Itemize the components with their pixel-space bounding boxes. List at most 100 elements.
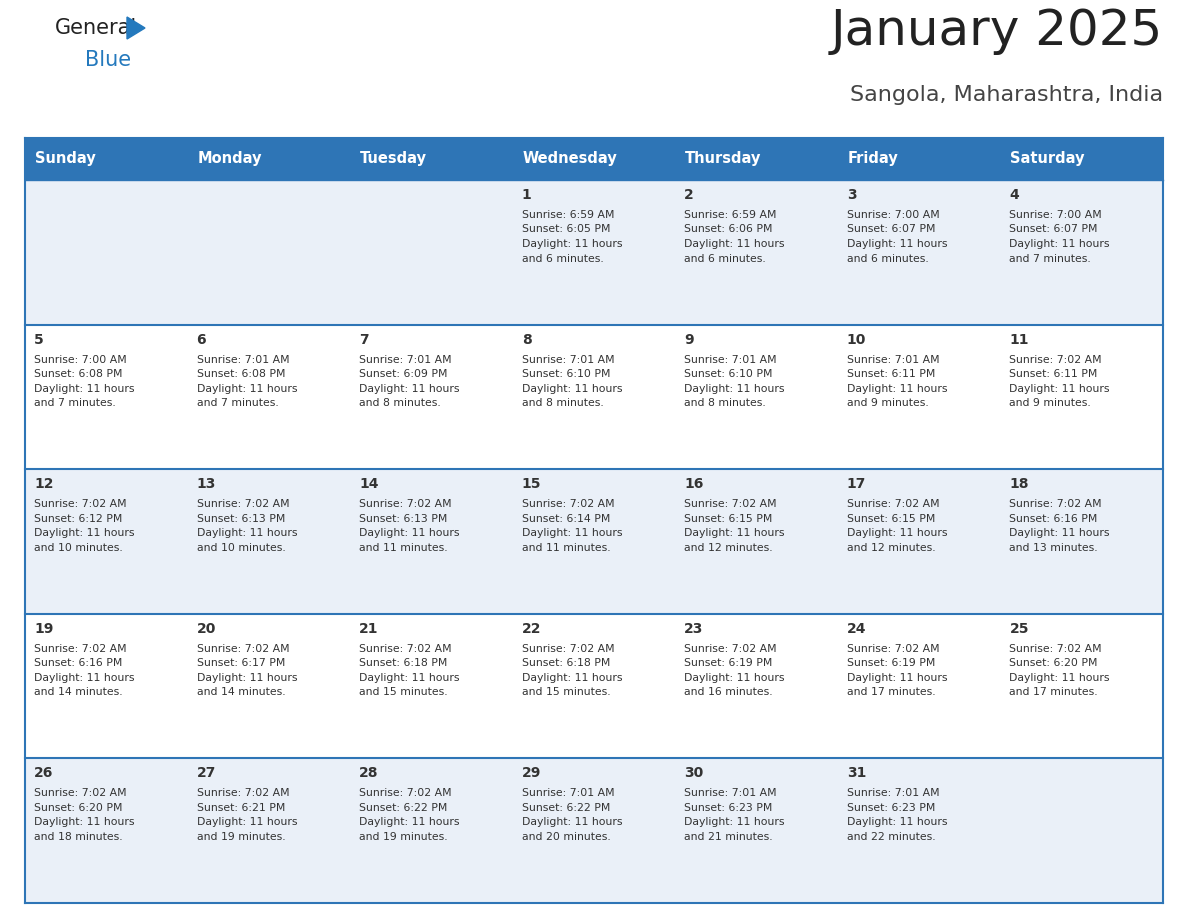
Text: Daylight: 11 hours: Daylight: 11 hours (359, 384, 460, 394)
Text: Sunrise: 7:01 AM: Sunrise: 7:01 AM (684, 354, 777, 364)
Text: and 8 minutes.: and 8 minutes. (359, 398, 441, 409)
Text: Sunrise: 7:01 AM: Sunrise: 7:01 AM (196, 354, 289, 364)
Text: Sunset: 6:07 PM: Sunset: 6:07 PM (1010, 225, 1098, 234)
Polygon shape (127, 17, 145, 39)
Text: Sunset: 6:08 PM: Sunset: 6:08 PM (196, 369, 285, 379)
Text: and 10 minutes.: and 10 minutes. (34, 543, 122, 553)
Text: Sunrise: 6:59 AM: Sunrise: 6:59 AM (522, 210, 614, 220)
Text: Sunrise: 7:02 AM: Sunrise: 7:02 AM (359, 499, 451, 509)
Text: Daylight: 11 hours: Daylight: 11 hours (684, 673, 785, 683)
Text: Daylight: 11 hours: Daylight: 11 hours (522, 384, 623, 394)
Text: Daylight: 11 hours: Daylight: 11 hours (34, 673, 134, 683)
Text: Sunrise: 7:00 AM: Sunrise: 7:00 AM (34, 354, 127, 364)
Text: Sunset: 6:18 PM: Sunset: 6:18 PM (522, 658, 611, 668)
Text: 19: 19 (34, 621, 53, 636)
Text: and 20 minutes.: and 20 minutes. (522, 832, 611, 842)
Text: Sunrise: 7:01 AM: Sunrise: 7:01 AM (684, 789, 777, 799)
Text: Sunrise: 6:59 AM: Sunrise: 6:59 AM (684, 210, 777, 220)
Text: and 14 minutes.: and 14 minutes. (196, 688, 285, 698)
Text: Sunrise: 7:02 AM: Sunrise: 7:02 AM (359, 789, 451, 799)
Text: and 19 minutes.: and 19 minutes. (359, 832, 448, 842)
Text: Sunrise: 7:02 AM: Sunrise: 7:02 AM (1010, 644, 1102, 654)
Text: Sunset: 6:18 PM: Sunset: 6:18 PM (359, 658, 448, 668)
Text: Daylight: 11 hours: Daylight: 11 hours (34, 384, 134, 394)
Text: Daylight: 11 hours: Daylight: 11 hours (684, 817, 785, 827)
Text: and 11 minutes.: and 11 minutes. (522, 543, 611, 553)
Text: Sunset: 6:12 PM: Sunset: 6:12 PM (34, 514, 122, 523)
Text: Sunrise: 7:02 AM: Sunrise: 7:02 AM (359, 644, 451, 654)
Text: Daylight: 11 hours: Daylight: 11 hours (196, 673, 297, 683)
Text: Sunrise: 7:01 AM: Sunrise: 7:01 AM (359, 354, 451, 364)
Text: 27: 27 (196, 767, 216, 780)
Text: Blue: Blue (86, 50, 131, 70)
Text: 25: 25 (1010, 621, 1029, 636)
Text: and 11 minutes.: and 11 minutes. (359, 543, 448, 553)
Text: and 17 minutes.: and 17 minutes. (847, 688, 935, 698)
Text: 31: 31 (847, 767, 866, 780)
Text: Sunrise: 7:02 AM: Sunrise: 7:02 AM (847, 499, 940, 509)
Text: 30: 30 (684, 767, 703, 780)
Text: Daylight: 11 hours: Daylight: 11 hours (359, 528, 460, 538)
Text: and 6 minutes.: and 6 minutes. (522, 253, 604, 263)
Text: Thursday: Thursday (685, 151, 762, 166)
Bar (188, 138, 350, 180)
Text: Daylight: 11 hours: Daylight: 11 hours (684, 528, 785, 538)
Text: Sunset: 6:23 PM: Sunset: 6:23 PM (847, 803, 935, 813)
Text: Daylight: 11 hours: Daylight: 11 hours (847, 528, 947, 538)
Text: Sunset: 6:11 PM: Sunset: 6:11 PM (847, 369, 935, 379)
Text: 12: 12 (34, 477, 53, 491)
Text: Daylight: 11 hours: Daylight: 11 hours (1010, 384, 1110, 394)
Text: Sunset: 6:05 PM: Sunset: 6:05 PM (522, 225, 611, 234)
Bar (513, 138, 675, 180)
Text: Sunset: 6:16 PM: Sunset: 6:16 PM (1010, 514, 1098, 523)
Text: Daylight: 11 hours: Daylight: 11 hours (359, 817, 460, 827)
Text: 28: 28 (359, 767, 379, 780)
Text: Sunrise: 7:01 AM: Sunrise: 7:01 AM (847, 789, 940, 799)
Bar (675, 138, 838, 180)
Text: Sunset: 6:13 PM: Sunset: 6:13 PM (196, 514, 285, 523)
Text: Daylight: 11 hours: Daylight: 11 hours (522, 817, 623, 827)
Text: Sunrise: 7:02 AM: Sunrise: 7:02 AM (684, 499, 777, 509)
Text: Sunrise: 7:02 AM: Sunrise: 7:02 AM (196, 789, 289, 799)
Text: and 7 minutes.: and 7 minutes. (1010, 253, 1092, 263)
Bar (25, 758, 1163, 903)
Text: 15: 15 (522, 477, 542, 491)
Text: Sunset: 6:08 PM: Sunset: 6:08 PM (34, 369, 122, 379)
Text: Wednesday: Wednesday (523, 151, 618, 166)
Text: Sunrise: 7:02 AM: Sunrise: 7:02 AM (1010, 354, 1102, 364)
Text: Sunset: 6:22 PM: Sunset: 6:22 PM (359, 803, 448, 813)
Text: 20: 20 (196, 621, 216, 636)
Text: Daylight: 11 hours: Daylight: 11 hours (34, 817, 134, 827)
Bar (25, 614, 1163, 758)
Text: and 12 minutes.: and 12 minutes. (684, 543, 773, 553)
Text: Daylight: 11 hours: Daylight: 11 hours (34, 528, 134, 538)
Text: 8: 8 (522, 332, 531, 347)
Text: Sunrise: 7:02 AM: Sunrise: 7:02 AM (1010, 499, 1102, 509)
Bar (25, 469, 1163, 614)
Text: 16: 16 (684, 477, 703, 491)
Text: Sunrise: 7:01 AM: Sunrise: 7:01 AM (522, 789, 614, 799)
Text: Sunset: 6:23 PM: Sunset: 6:23 PM (684, 803, 772, 813)
Bar (25, 325, 1163, 469)
Bar (350, 138, 513, 180)
Text: Sunrise: 7:01 AM: Sunrise: 7:01 AM (522, 354, 614, 364)
Text: Monday: Monday (197, 151, 263, 166)
Text: 5: 5 (34, 332, 44, 347)
Text: Daylight: 11 hours: Daylight: 11 hours (522, 528, 623, 538)
Text: and 22 minutes.: and 22 minutes. (847, 832, 935, 842)
Text: 9: 9 (684, 332, 694, 347)
Text: Sunset: 6:15 PM: Sunset: 6:15 PM (684, 514, 772, 523)
Text: and 17 minutes.: and 17 minutes. (1010, 688, 1098, 698)
Text: Sunset: 6:19 PM: Sunset: 6:19 PM (684, 658, 772, 668)
Text: Sunset: 6:11 PM: Sunset: 6:11 PM (1010, 369, 1098, 379)
Text: and 13 minutes.: and 13 minutes. (1010, 543, 1098, 553)
Text: Sunrise: 7:02 AM: Sunrise: 7:02 AM (196, 644, 289, 654)
Text: Sunset: 6:20 PM: Sunset: 6:20 PM (1010, 658, 1098, 668)
Text: Daylight: 11 hours: Daylight: 11 hours (359, 673, 460, 683)
Text: Daylight: 11 hours: Daylight: 11 hours (684, 384, 785, 394)
Text: 14: 14 (359, 477, 379, 491)
Bar (838, 138, 1000, 180)
Text: and 9 minutes.: and 9 minutes. (1010, 398, 1092, 409)
Text: 2: 2 (684, 188, 694, 202)
Text: Sunrise: 7:02 AM: Sunrise: 7:02 AM (522, 644, 614, 654)
